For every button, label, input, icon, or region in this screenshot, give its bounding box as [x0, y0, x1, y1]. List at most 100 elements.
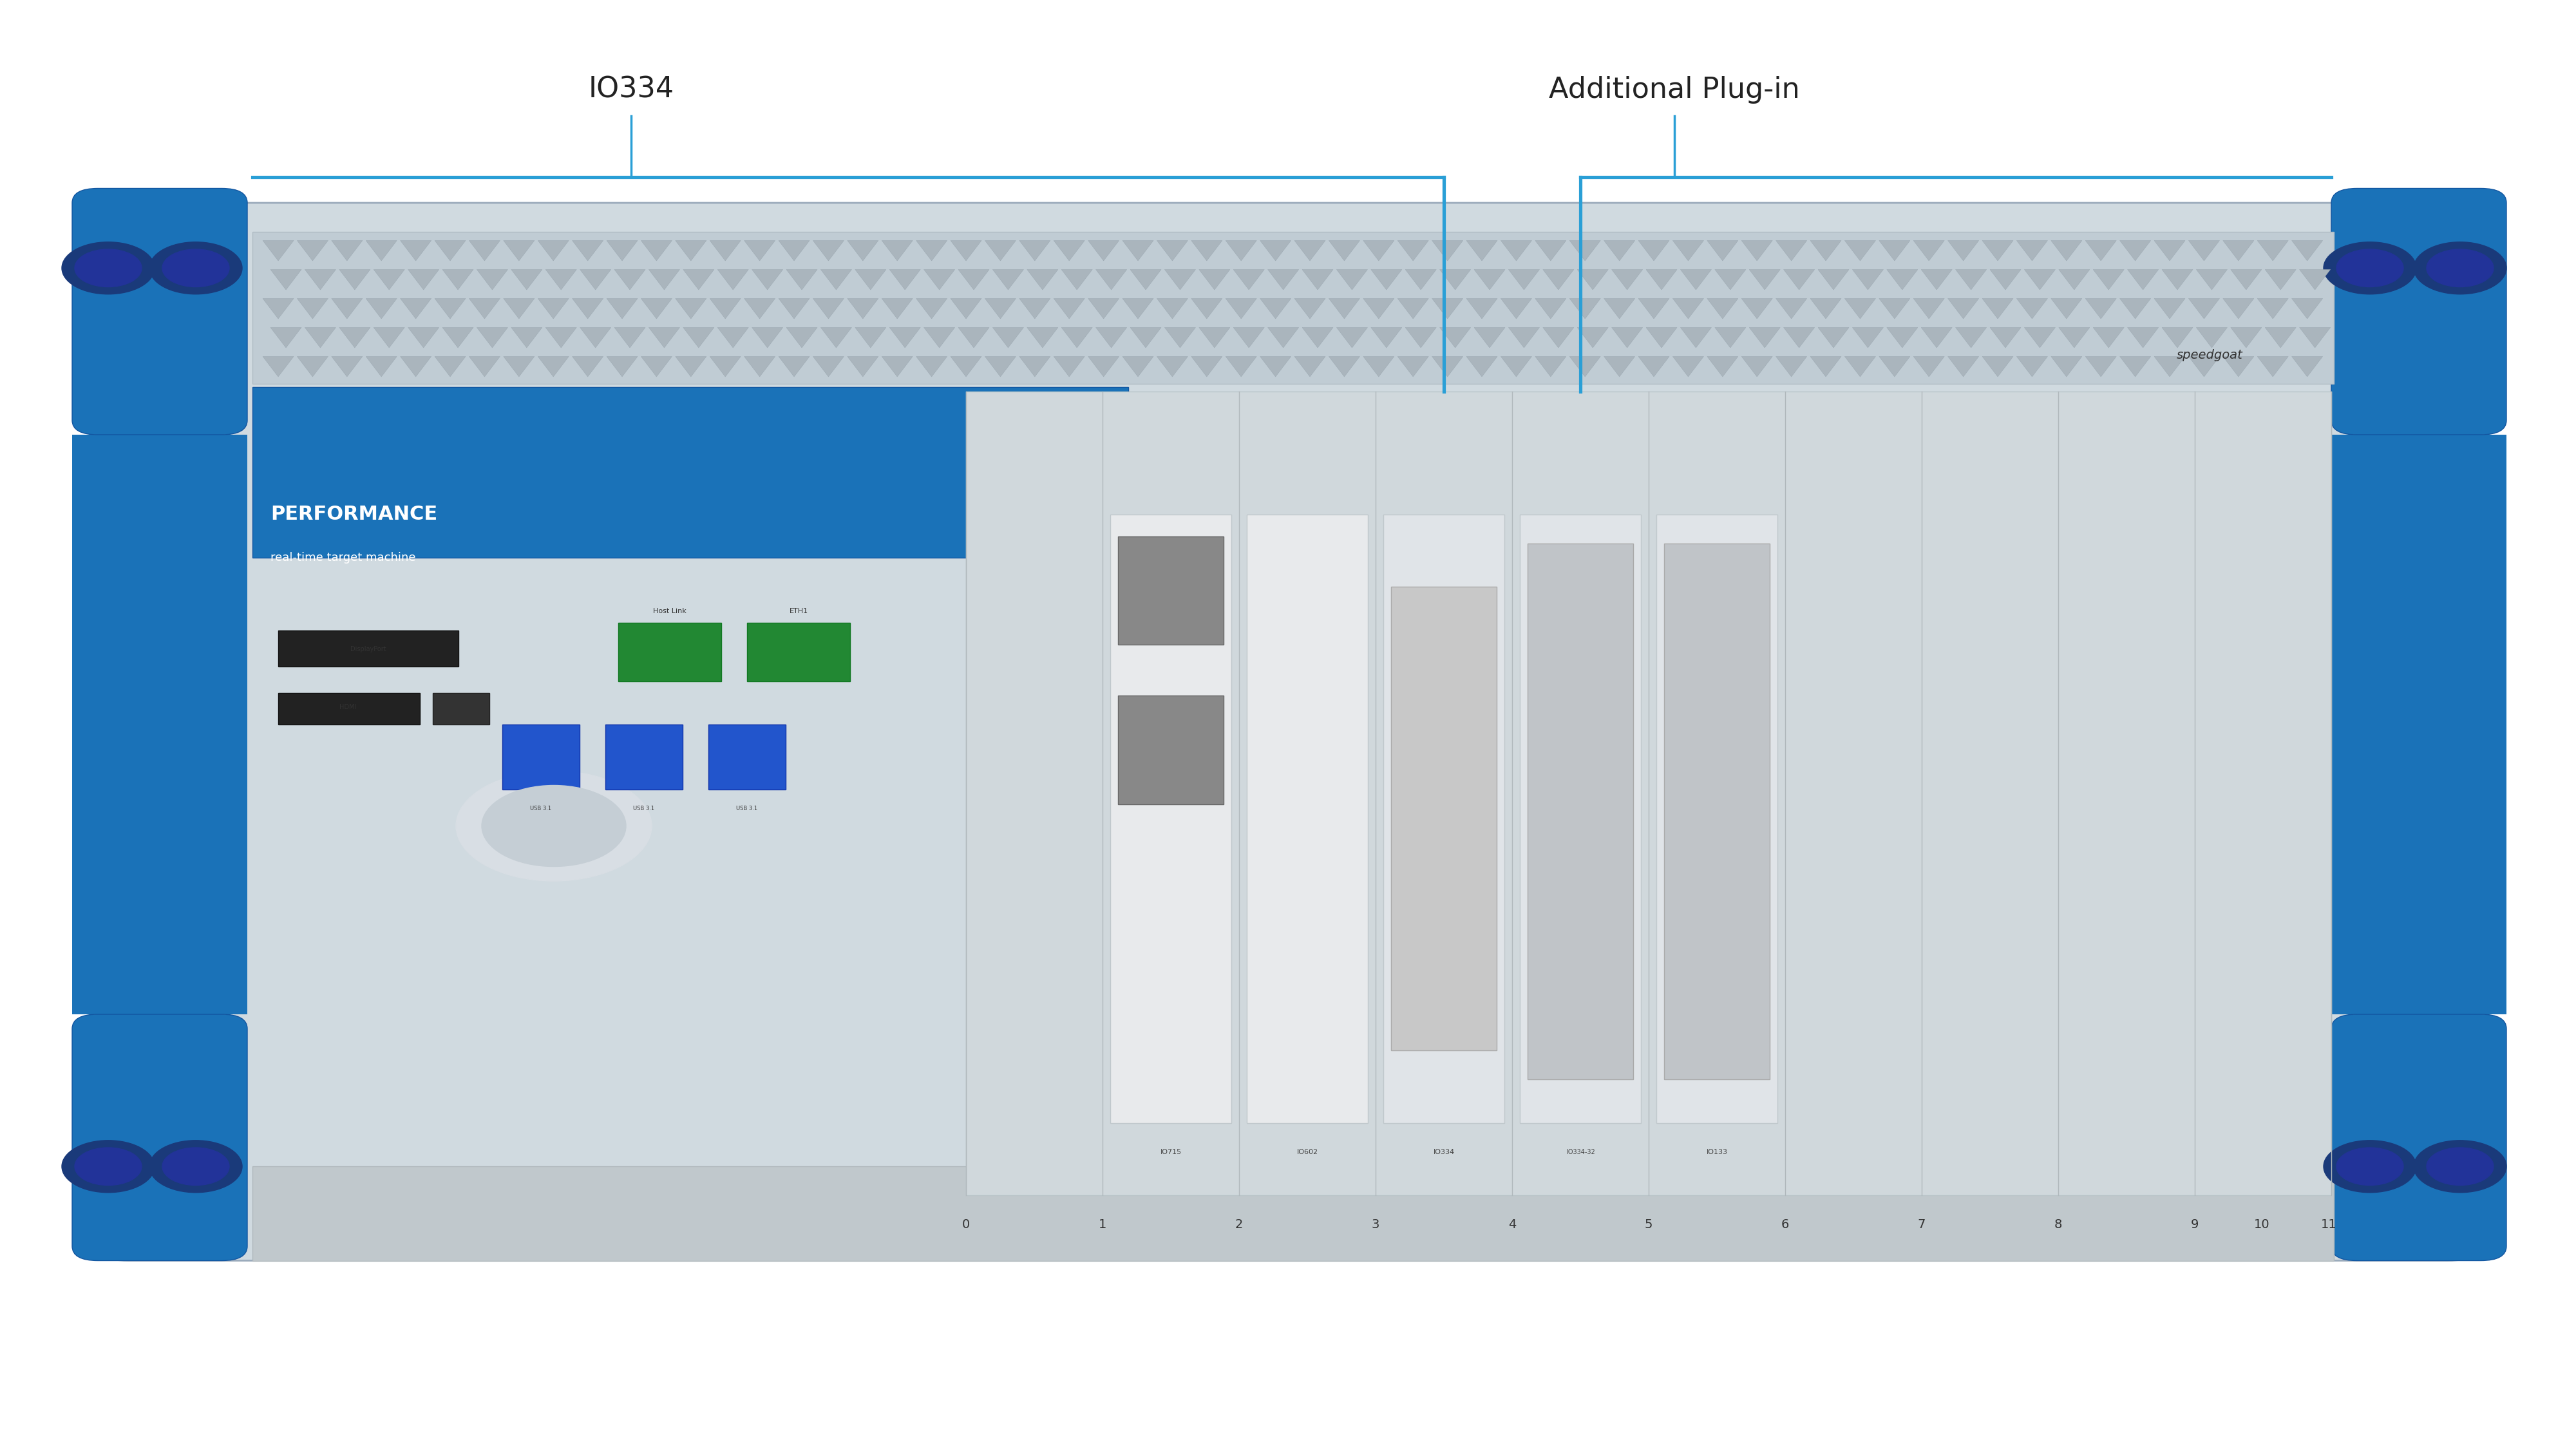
- Polygon shape: [1914, 298, 1945, 319]
- Polygon shape: [1543, 270, 1574, 290]
- Polygon shape: [1164, 270, 1195, 290]
- Polygon shape: [2094, 327, 2125, 348]
- Polygon shape: [1672, 298, 1703, 319]
- Polygon shape: [2025, 270, 2056, 290]
- Bar: [966, 391, 2331, 1195]
- Polygon shape: [443, 270, 474, 290]
- Polygon shape: [1605, 298, 1636, 319]
- Bar: [252, 232, 2334, 384]
- Polygon shape: [881, 356, 912, 377]
- Polygon shape: [2293, 356, 2324, 377]
- Polygon shape: [2223, 241, 2254, 261]
- Polygon shape: [1811, 356, 1842, 377]
- Polygon shape: [2017, 356, 2048, 377]
- Polygon shape: [2058, 327, 2089, 348]
- Polygon shape: [1087, 356, 1118, 377]
- Polygon shape: [572, 356, 603, 377]
- Polygon shape: [1087, 241, 1118, 261]
- Polygon shape: [1473, 327, 1504, 348]
- Polygon shape: [332, 356, 363, 377]
- Polygon shape: [1708, 241, 1739, 261]
- Polygon shape: [1811, 298, 1842, 319]
- Polygon shape: [2264, 270, 2295, 290]
- Polygon shape: [270, 327, 301, 348]
- Polygon shape: [1672, 241, 1703, 261]
- Polygon shape: [2154, 298, 2184, 319]
- Text: speedgoat: speedgoat: [2177, 349, 2244, 361]
- Polygon shape: [1234, 327, 1265, 348]
- Polygon shape: [538, 241, 569, 261]
- Polygon shape: [925, 270, 956, 290]
- Polygon shape: [1922, 327, 1953, 348]
- Polygon shape: [2231, 270, 2262, 290]
- Polygon shape: [1638, 356, 1669, 377]
- Bar: [1118, 536, 1224, 645]
- Text: IO133: IO133: [1705, 1149, 1728, 1155]
- Polygon shape: [1440, 327, 1471, 348]
- Bar: [1118, 696, 1224, 804]
- Polygon shape: [502, 241, 533, 261]
- Polygon shape: [1303, 270, 1334, 290]
- Circle shape: [2336, 249, 2403, 287]
- Circle shape: [2427, 1148, 2494, 1185]
- Polygon shape: [580, 270, 611, 290]
- Polygon shape: [1878, 241, 1909, 261]
- Bar: [2331, 435, 2506, 1014]
- Polygon shape: [1123, 298, 1154, 319]
- Polygon shape: [925, 327, 956, 348]
- Polygon shape: [469, 241, 500, 261]
- Polygon shape: [917, 298, 948, 319]
- Polygon shape: [1510, 270, 1540, 290]
- Polygon shape: [1947, 298, 1978, 319]
- Polygon shape: [2190, 356, 2221, 377]
- Polygon shape: [917, 356, 948, 377]
- Polygon shape: [2300, 327, 2331, 348]
- Polygon shape: [1399, 298, 1430, 319]
- Polygon shape: [641, 356, 672, 377]
- Polygon shape: [1605, 356, 1636, 377]
- Polygon shape: [2257, 298, 2287, 319]
- Polygon shape: [2087, 241, 2117, 261]
- Circle shape: [2414, 1140, 2506, 1193]
- FancyBboxPatch shape: [90, 203, 2486, 1261]
- Polygon shape: [1260, 298, 1291, 319]
- Bar: [1383, 514, 1504, 1123]
- Bar: [1391, 587, 1497, 1051]
- Polygon shape: [711, 298, 742, 319]
- Polygon shape: [263, 298, 294, 319]
- Polygon shape: [538, 356, 569, 377]
- Circle shape: [75, 1148, 142, 1185]
- Polygon shape: [1955, 270, 1986, 290]
- Polygon shape: [1811, 241, 1842, 261]
- Polygon shape: [502, 356, 533, 377]
- Polygon shape: [1432, 356, 1463, 377]
- Polygon shape: [1646, 270, 1677, 290]
- Polygon shape: [1716, 327, 1747, 348]
- Polygon shape: [1260, 356, 1291, 377]
- Polygon shape: [1028, 270, 1059, 290]
- Polygon shape: [744, 298, 775, 319]
- Polygon shape: [848, 356, 878, 377]
- Polygon shape: [1466, 241, 1497, 261]
- Polygon shape: [1535, 298, 1566, 319]
- Polygon shape: [744, 241, 775, 261]
- Polygon shape: [1852, 327, 1883, 348]
- FancyBboxPatch shape: [72, 1014, 247, 1261]
- Polygon shape: [786, 327, 817, 348]
- Polygon shape: [711, 356, 742, 377]
- Polygon shape: [951, 241, 981, 261]
- Polygon shape: [399, 241, 430, 261]
- Polygon shape: [1502, 298, 1533, 319]
- Polygon shape: [1569, 298, 1600, 319]
- Bar: [618, 623, 721, 681]
- Polygon shape: [366, 241, 397, 261]
- Polygon shape: [608, 241, 639, 261]
- Polygon shape: [2293, 298, 2324, 319]
- Polygon shape: [1190, 241, 1221, 261]
- Bar: [1664, 543, 1770, 1080]
- Polygon shape: [1267, 327, 1298, 348]
- Polygon shape: [1914, 356, 1945, 377]
- Polygon shape: [1296, 356, 1327, 377]
- Polygon shape: [2154, 356, 2184, 377]
- Polygon shape: [984, 241, 1015, 261]
